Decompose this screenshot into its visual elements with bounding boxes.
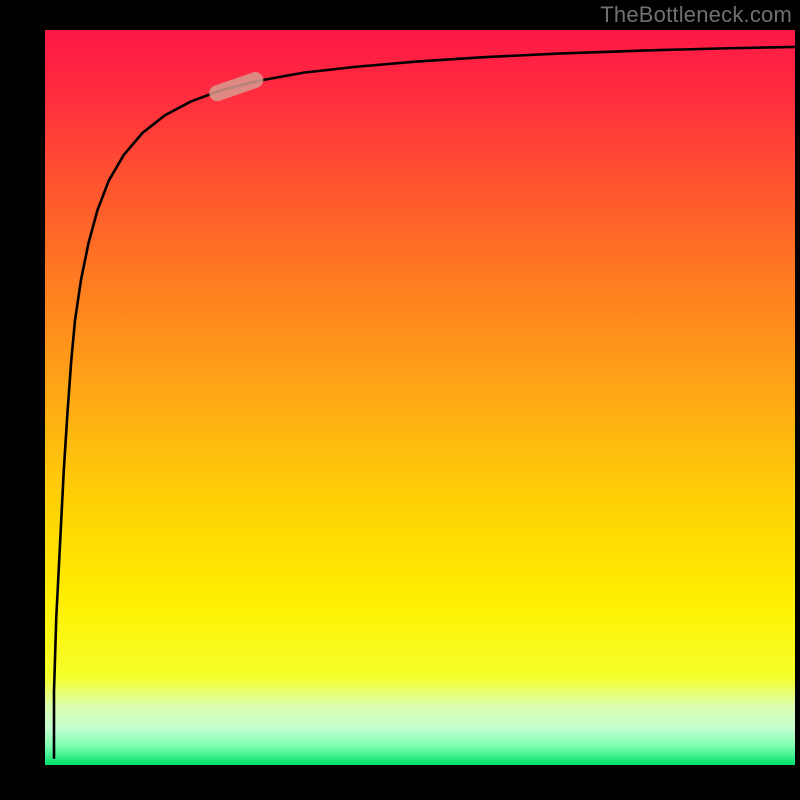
attribution-text: TheBottleneck.com — [600, 2, 792, 28]
plot-background — [45, 30, 795, 765]
chart-svg — [0, 0, 800, 800]
chart-stage: TheBottleneck.com — [0, 0, 800, 800]
